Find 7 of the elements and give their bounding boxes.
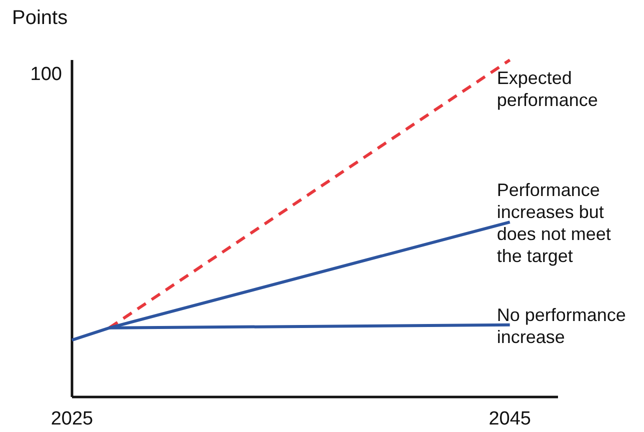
series-label: Expected performance bbox=[496, 68, 598, 110]
series-label: No performance increase bbox=[496, 304, 626, 347]
y-axis-title: Points bbox=[12, 7, 68, 29]
x-tick-label: 2025 bbox=[50, 408, 94, 430]
x-tick-label: 2045 bbox=[488, 408, 531, 430]
series-label: Performance increases but does not meet the target bbox=[496, 180, 611, 266]
text: 100 bbox=[30, 64, 62, 85]
